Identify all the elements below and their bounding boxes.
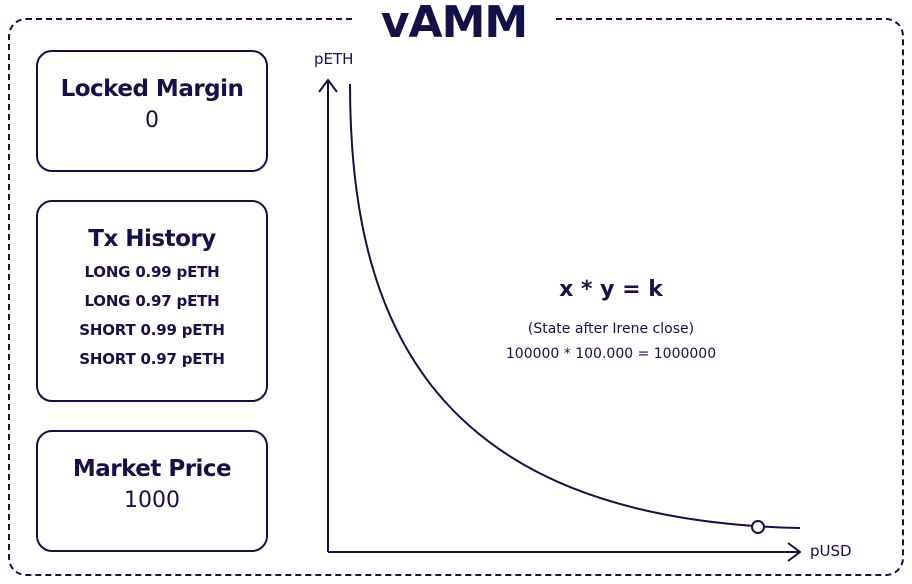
market-price-value: 1000 — [124, 488, 180, 513]
xyk-curve — [349, 83, 801, 529]
state-values: 100000 * 100.000 = 1000000 — [506, 346, 716, 362]
y-axis-arrowhead — [318, 78, 338, 93]
x-axis-label: pUSD — [810, 542, 852, 560]
tx-history-label: Tx History — [88, 226, 216, 252]
tx-history-item: SHORT 0.97 pETH — [79, 350, 225, 368]
market-price-card: Market Price 1000 — [36, 430, 268, 552]
state-note: (State after Irene close) — [528, 321, 694, 337]
tx-history-card: Tx History LONG 0.99 pETH LONG 0.97 pETH… — [36, 200, 268, 402]
tx-history-item: SHORT 0.99 pETH — [79, 321, 225, 339]
locked-margin-card: Locked Margin 0 — [36, 50, 268, 172]
locked-margin-label: Locked Margin — [60, 76, 244, 102]
locked-margin-value: 0 — [145, 108, 159, 133]
tx-history-list: LONG 0.99 pETH LONG 0.97 pETH SHORT 0.99… — [38, 258, 266, 374]
x-axis-arrowhead — [787, 542, 802, 562]
page-title: vAMM — [354, 0, 554, 48]
y-axis-label: pETH — [314, 50, 353, 68]
market-price-label: Market Price — [72, 456, 232, 482]
tx-history-item: LONG 0.97 pETH — [84, 292, 220, 310]
tx-history-item: LONG 0.99 pETH — [84, 263, 220, 281]
invariant-equation: x * y = k — [559, 277, 664, 302]
current-state-point — [751, 520, 765, 534]
